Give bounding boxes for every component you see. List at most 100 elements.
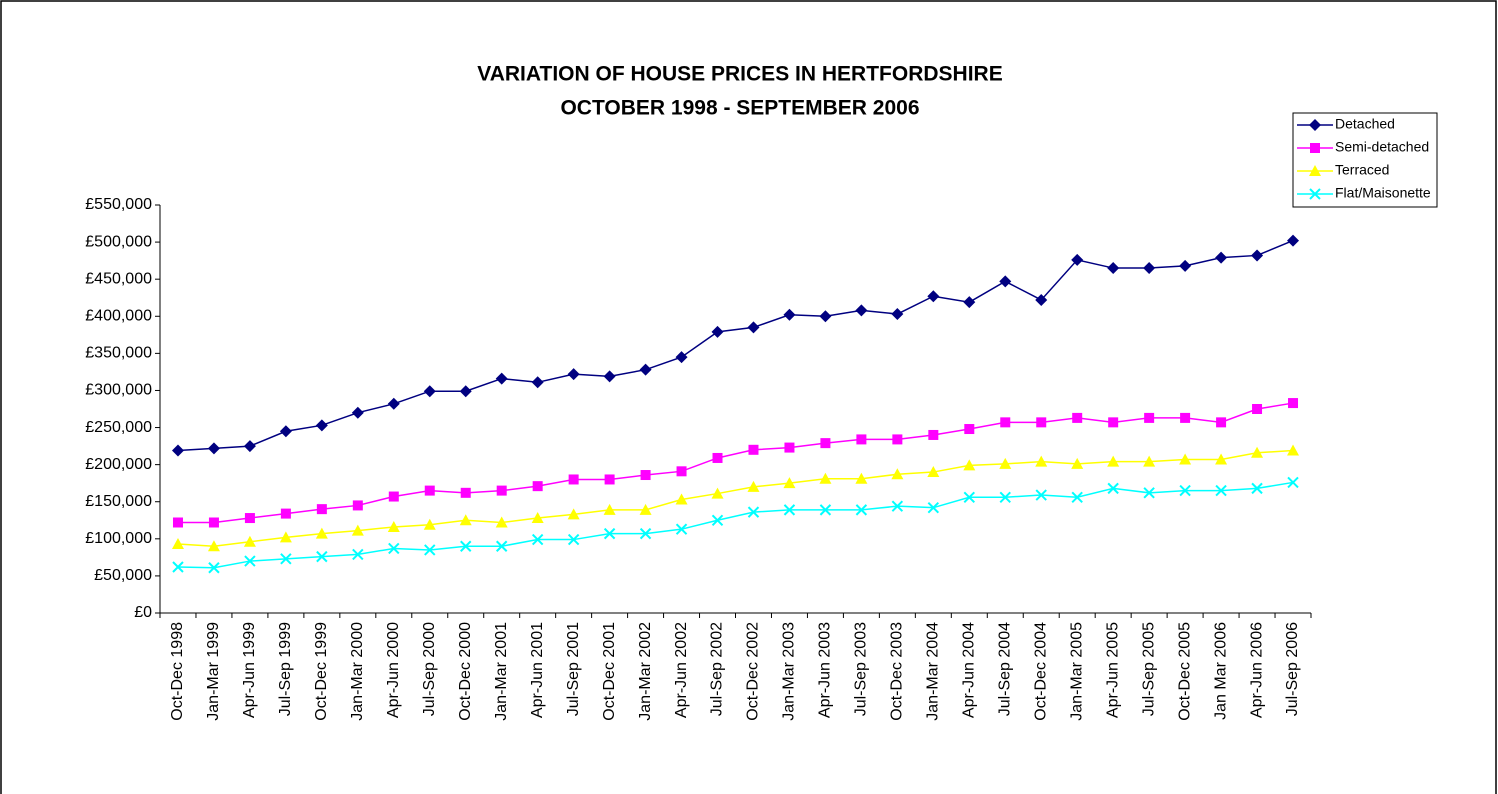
marker (568, 474, 579, 485)
y-tick-label: £400,000 (85, 307, 152, 324)
marker (603, 370, 616, 383)
x-tick-label: Jul-Sep 2002 (709, 622, 726, 716)
marker (1071, 253, 1084, 266)
marker (747, 321, 760, 334)
legend-label: Flat/Maisonette (1335, 185, 1431, 201)
marker (927, 466, 940, 478)
x-tick-label: Jul-Sep 2003 (853, 622, 870, 716)
marker (1215, 251, 1228, 264)
marker (964, 424, 975, 435)
marker (567, 533, 580, 546)
marker (279, 425, 292, 438)
x-tick-label: Jan-Mar 2001 (493, 622, 510, 721)
x-tick-label: Jul-Sep 2000 (421, 622, 438, 716)
x-tick-label: Apr-Jun 2003 (817, 622, 834, 718)
marker (1215, 453, 1228, 465)
x-tick-label: Apr-Jun 2002 (673, 622, 690, 718)
marker (675, 493, 688, 505)
marker (1252, 404, 1263, 414)
marker (711, 325, 724, 338)
marker (460, 540, 472, 552)
marker (531, 533, 544, 546)
marker (604, 474, 615, 485)
x-tick-label: Jul-Sep 2001 (565, 622, 582, 716)
marker (748, 444, 759, 455)
marker (603, 527, 616, 540)
marker (1215, 484, 1227, 497)
marker (424, 544, 436, 556)
marker (856, 434, 867, 445)
marker (424, 485, 435, 496)
x-tick-label: Jul-Sep 2005 (1140, 622, 1157, 716)
x-tick-label: Jan-Mar 2004 (925, 622, 942, 721)
marker (999, 457, 1012, 469)
marker (423, 385, 436, 398)
marker (1287, 476, 1299, 489)
y-tick-label: £350,000 (85, 345, 152, 362)
marker (351, 524, 364, 536)
x-tick-label: Jan-Mar 2005 (1068, 622, 1085, 721)
x-tick-label: Apr-Jun 2001 (529, 622, 546, 718)
marker (1143, 487, 1155, 499)
marker (747, 480, 760, 492)
y-tick-label: £250,000 (85, 419, 152, 436)
series-line (177, 449, 1294, 547)
marker (459, 385, 472, 398)
marker (171, 538, 184, 550)
x-tick-label: Oct-Dec 2000 (457, 622, 474, 721)
marker (1251, 249, 1264, 262)
marker (1309, 188, 1321, 200)
x-tick-label: Jan Mar 2006 (1212, 622, 1229, 720)
x-tick-label: Jul-Sep 2004 (996, 622, 1013, 716)
marker (675, 523, 688, 535)
marker (388, 491, 399, 502)
series-line (177, 239, 1294, 452)
marker (1179, 453, 1192, 465)
marker (639, 363, 652, 376)
marker (243, 440, 256, 453)
marker (1072, 412, 1083, 423)
marker (208, 562, 220, 574)
marker (495, 540, 508, 552)
marker (1071, 491, 1083, 503)
marker (963, 491, 976, 503)
marker (712, 452, 723, 463)
marker (567, 508, 580, 520)
marker (316, 550, 328, 563)
marker (711, 487, 724, 499)
x-tick-label: Oct-Dec 2004 (1032, 622, 1049, 721)
chart-title: VARIATION OF HOUSE PRICES IN HERTFORDSHI… (477, 63, 1002, 86)
marker (1179, 484, 1191, 497)
marker (855, 504, 868, 516)
y-tick-label: £450,000 (85, 270, 152, 287)
marker (279, 531, 292, 543)
marker (280, 553, 292, 565)
marker (207, 442, 220, 455)
marker (351, 406, 364, 419)
marker (387, 520, 400, 532)
marker (999, 491, 1011, 503)
marker (315, 527, 328, 539)
x-tick-label: Apr-Jun 2005 (1104, 622, 1121, 718)
marker (567, 368, 580, 381)
y-tick-label: £150,000 (85, 493, 152, 510)
x-tick-label: Apr-Jun 2000 (385, 622, 402, 718)
marker (316, 504, 327, 515)
marker (819, 472, 832, 484)
x-tick-label: Oct-Dec 2001 (601, 622, 618, 721)
marker (711, 514, 724, 526)
y-tick-label: £200,000 (85, 456, 152, 473)
marker (891, 500, 904, 512)
marker (1310, 143, 1320, 153)
marker (423, 518, 436, 530)
marker (1143, 455, 1156, 467)
marker (1287, 444, 1300, 456)
marker (676, 466, 687, 477)
marker (675, 351, 688, 364)
marker (172, 561, 184, 573)
series-line (177, 402, 1294, 524)
marker (747, 506, 760, 518)
marker (495, 372, 508, 385)
